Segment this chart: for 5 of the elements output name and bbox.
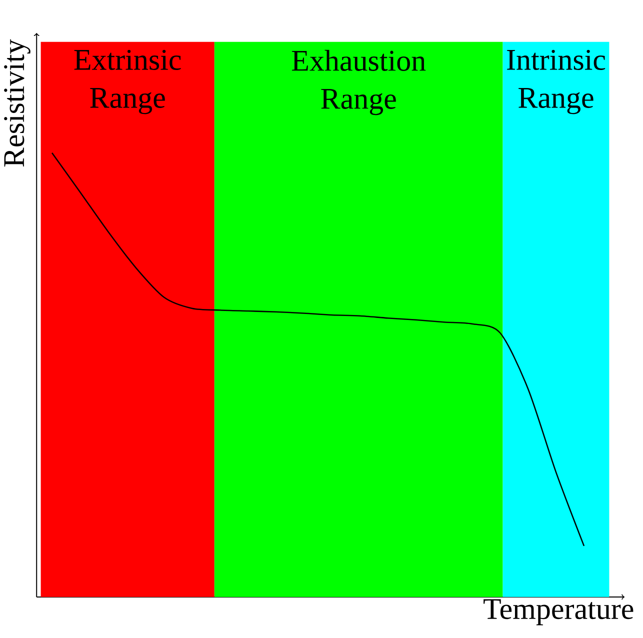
x-axis-title: Temperature <box>484 599 634 626</box>
text: Exhaustion Range <box>292 50 426 116</box>
y-axis-title: Resistivity <box>4 39 30 167</box>
text: Intrinsic Range <box>507 50 606 114</box>
text: Extrinsic Range <box>74 50 181 114</box>
